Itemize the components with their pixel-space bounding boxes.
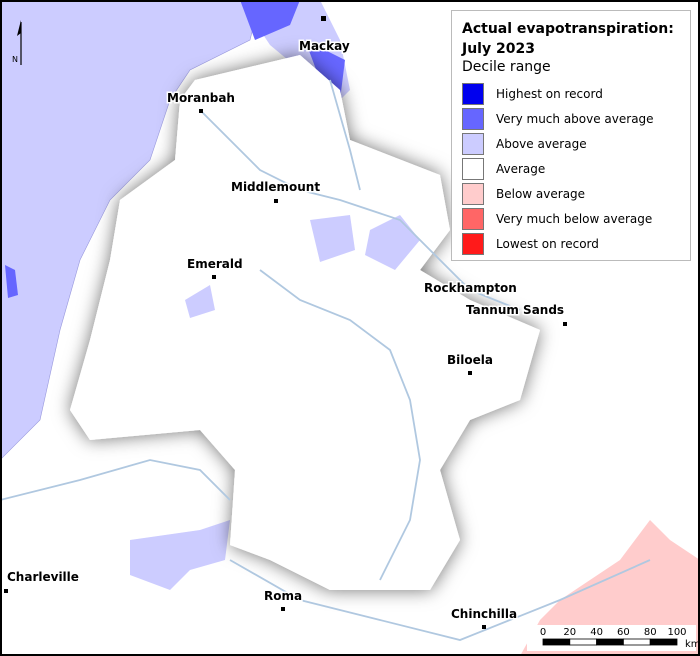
below-average-area <box>520 520 700 656</box>
legend-label: Average <box>496 161 546 176</box>
legend-swatch <box>462 157 484 180</box>
above-average-area <box>130 520 230 590</box>
legend-label: Very much above average <box>496 111 654 126</box>
legend-swatch <box>462 182 484 205</box>
scale-tick-label: 100 <box>667 627 686 638</box>
town-label: Emerald <box>187 257 243 271</box>
legend-subtitle: Decile range <box>462 59 551 75</box>
town-markers <box>4 16 567 629</box>
scale-tick-label: 40 <box>590 627 603 638</box>
above-average-area <box>0 0 261 461</box>
scale-tick-label: 80 <box>644 627 657 638</box>
north-label: N <box>12 55 18 64</box>
scale-tick-label: 20 <box>563 627 576 638</box>
legend-item: Below average <box>462 181 680 206</box>
legend-swatch <box>462 232 484 255</box>
legend-swatch <box>462 207 484 230</box>
scale-unit: km <box>685 639 700 650</box>
legend-swatch <box>462 82 484 105</box>
town-label: Rockhampton <box>424 281 517 295</box>
catchment-basin <box>70 55 540 590</box>
scale-segment <box>542 638 571 646</box>
scale-tick-label: 0 <box>540 627 546 638</box>
legend: Actual evapotranspiration: July 2023 Dec… <box>451 10 691 261</box>
scale-segment <box>596 638 624 646</box>
legend-item: Very much below average <box>462 206 680 231</box>
legend-label: Below average <box>496 186 586 201</box>
scale-box <box>527 625 696 651</box>
scale-segment <box>623 638 651 646</box>
town-label: Chinchilla <box>451 607 517 621</box>
town-label: Middlemount <box>231 180 320 194</box>
legend-swatch <box>462 107 484 130</box>
rivers <box>0 79 651 641</box>
town-label: Charleville <box>7 570 79 584</box>
legend-item: Very much above average <box>462 106 680 131</box>
legend-label: Highest on record <box>496 86 603 101</box>
legend-item: Highest on record <box>462 81 680 106</box>
legend-item: Lowest on record <box>462 231 680 256</box>
scale-tick-label: 60 <box>617 627 630 638</box>
town-label: Mackay <box>299 39 350 53</box>
legend-label: Above average <box>496 136 587 151</box>
legend-label: Very much below average <box>496 211 653 226</box>
scale-segment <box>569 638 597 646</box>
town-label: Moranbah <box>167 91 235 105</box>
town-label: Roma <box>264 589 302 603</box>
legend-item: Average <box>462 156 680 181</box>
legend-item: Above average <box>462 131 680 156</box>
town-label: Biloela <box>447 353 493 367</box>
scale-segment <box>649 638 678 646</box>
legend-label: Lowest on record <box>496 236 599 251</box>
legend-title: Actual evapotranspiration: July 2023 <box>462 21 674 57</box>
north-arrow: N <box>12 20 22 65</box>
above-average-area <box>185 215 420 318</box>
town-label: Tannum Sands <box>466 303 564 317</box>
very-much-above-area <box>5 265 18 298</box>
legend-swatch <box>462 132 484 155</box>
legend-items: Highest on record Very much above average… <box>462 81 680 256</box>
